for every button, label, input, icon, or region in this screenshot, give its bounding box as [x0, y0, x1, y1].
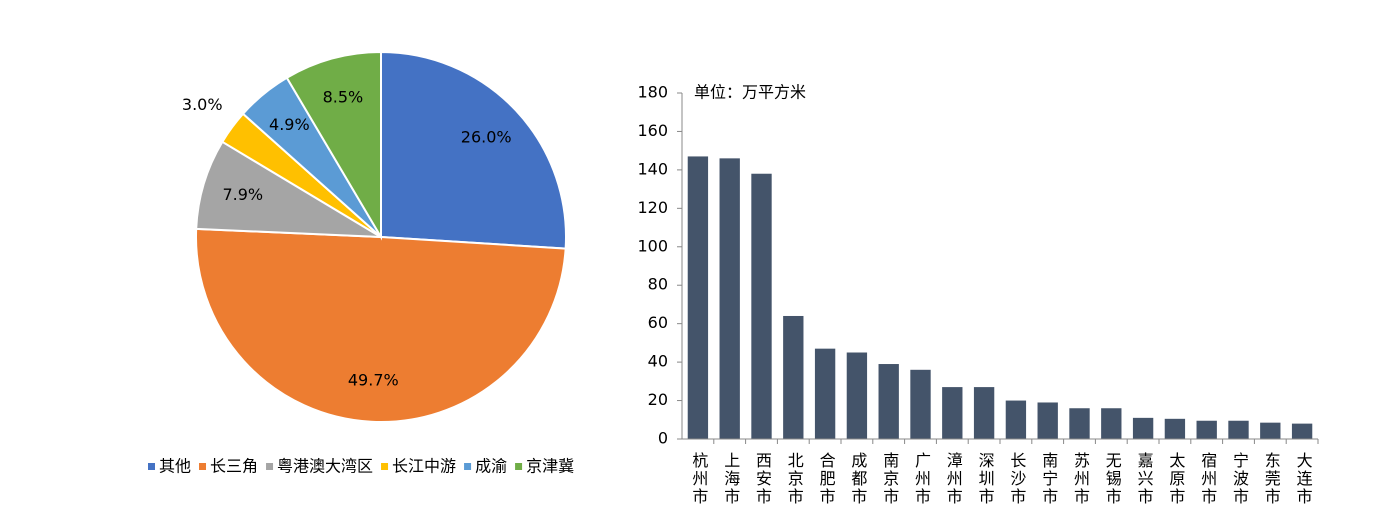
bar — [719, 158, 740, 439]
x-tick-label: 大连市 — [1294, 452, 1313, 506]
y-tick-label: 160 — [637, 121, 668, 140]
x-tick-label: 宁波市 — [1230, 452, 1249, 506]
bar — [1228, 420, 1249, 439]
y-tick-label: 80 — [648, 275, 668, 294]
x-tick-label: 上海市 — [721, 452, 740, 506]
data-label: 49.7% — [348, 371, 399, 390]
data-label: 8.5% — [323, 87, 364, 106]
bar — [751, 173, 772, 439]
annotation: 单位：万平方米 — [694, 83, 806, 102]
data-label: 3.0% — [182, 95, 223, 114]
legend-label: 长三角 — [210, 457, 258, 476]
bar — [1005, 400, 1027, 439]
y-tick-label: 180 — [637, 83, 668, 102]
pie-slice — [195, 227, 567, 423]
bar — [687, 156, 709, 439]
bar — [783, 315, 804, 439]
pie-slice — [380, 50, 567, 250]
x-tick-label: 东莞市 — [1262, 452, 1281, 506]
y-tick-label: 140 — [637, 159, 668, 178]
bar — [910, 369, 931, 439]
legend-swatch — [199, 463, 207, 470]
x-tick-label: 西安市 — [753, 452, 772, 506]
pie-slice — [285, 50, 382, 241]
pie-slice — [195, 140, 382, 238]
y-tick-label: 40 — [648, 352, 668, 371]
legend-swatch — [381, 463, 389, 470]
bar — [846, 352, 868, 439]
legend-label: 其他 — [159, 457, 191, 476]
y-tick-label: 60 — [648, 313, 668, 332]
legend-swatch — [148, 463, 155, 470]
legend-label: 长江中游 — [392, 457, 456, 476]
x-tick-label: 南京市 — [880, 452, 899, 506]
bar — [1037, 402, 1058, 439]
bar — [814, 348, 836, 439]
x-tick-label: 广州市 — [912, 452, 931, 506]
x-tick-label: 北京市 — [785, 452, 804, 506]
x-tick-label: 苏州市 — [1071, 452, 1090, 506]
bar — [1291, 423, 1313, 439]
y-tick-label: 120 — [637, 198, 668, 217]
y-tick-label: 100 — [637, 236, 668, 255]
bar — [878, 364, 899, 439]
x-tick-label: 嘉兴市 — [1135, 452, 1154, 506]
bar — [1164, 418, 1186, 439]
data-label: 26.0% — [461, 128, 512, 147]
bar — [1260, 422, 1281, 439]
x-tick-label: 宿州市 — [1198, 452, 1217, 506]
legend-swatch — [266, 463, 274, 470]
bar — [973, 387, 995, 439]
bar — [1101, 408, 1122, 439]
x-tick-label: 南宁市 — [1039, 452, 1058, 506]
x-tick-label: 深圳市 — [976, 452, 995, 506]
legend-swatch — [515, 463, 523, 470]
legend-label: 成渝 — [475, 457, 507, 476]
bar — [942, 387, 963, 439]
legend-swatch — [464, 463, 472, 470]
x-tick-label: 长沙市 — [1007, 452, 1026, 506]
legend-label: 粤港澳大湾区 — [277, 457, 373, 476]
x-tick-label: 漳州市 — [944, 452, 963, 506]
x-tick-label: 无锡市 — [1103, 452, 1122, 506]
x-tick-label: 太原市 — [1166, 452, 1185, 506]
x-tick-label: 合肥市 — [817, 452, 836, 506]
bar — [1069, 408, 1090, 439]
x-tick-label: 杭州市 — [689, 452, 708, 506]
bar — [1196, 420, 1217, 439]
data-label: 4.9% — [269, 115, 310, 134]
y-tick-label: 0 — [658, 429, 668, 448]
x-tick-label: 成都市 — [848, 452, 867, 506]
bar — [1132, 417, 1154, 439]
y-tick-label: 20 — [648, 390, 668, 409]
data-label: 7.9% — [222, 185, 263, 204]
legend-label: 京津冀 — [526, 457, 574, 476]
